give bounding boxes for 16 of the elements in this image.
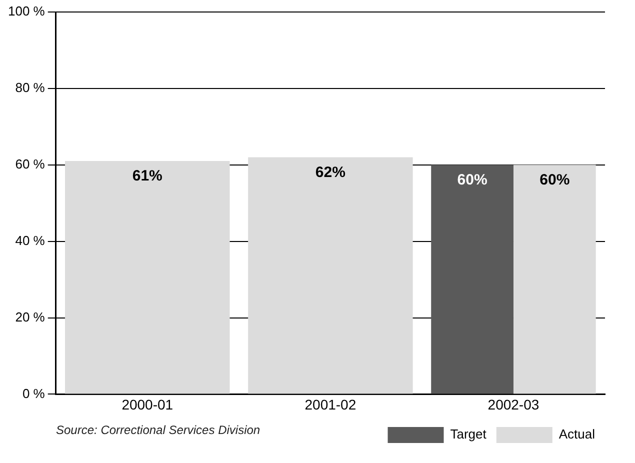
data-label: 60%	[540, 172, 570, 189]
y-tick-label: 0 %	[22, 386, 46, 401]
y-tick-label: 80 %	[15, 80, 46, 96]
x-tick-label: 2001-02	[304, 396, 356, 412]
x-tick-label: 2000-01	[122, 396, 174, 412]
data-label: 61%	[132, 168, 162, 185]
data-label: 62%	[315, 164, 346, 181]
data-label: 60%	[457, 172, 488, 189]
y-tick-label: 60 %	[15, 156, 46, 172]
source-note: Source: Correctional Services Division	[56, 423, 260, 437]
legend-label: Actual	[558, 426, 596, 442]
y-tick-label: 20 %	[15, 309, 46, 324]
x-tick-label: 2002-03	[488, 396, 540, 412]
legend-label: Target	[450, 426, 487, 442]
y-tick-label: 100 %	[8, 4, 46, 19]
y-tick-label: 40 %	[15, 232, 46, 248]
